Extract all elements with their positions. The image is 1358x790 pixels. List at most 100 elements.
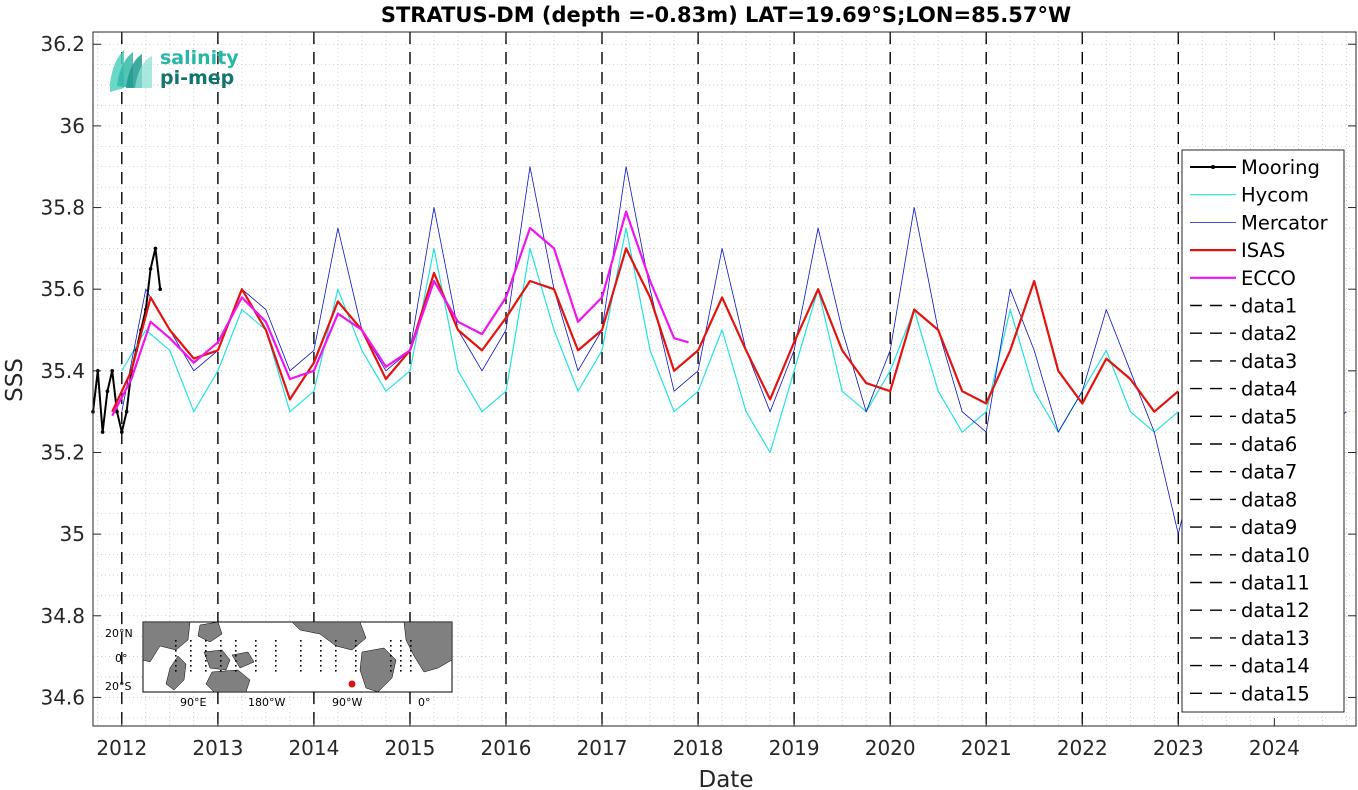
- inset-mooring-dot: [335, 665, 337, 667]
- inset-mooring-dot: [235, 640, 237, 642]
- inset-mooring-dot: [205, 670, 207, 672]
- inset-mooring-dot: [410, 655, 412, 657]
- inset-mooring-dot: [320, 645, 322, 647]
- x-tick-label: 2012: [96, 736, 147, 760]
- series-line-mercator: [121, 166, 1347, 535]
- legend-label: data6: [1241, 433, 1297, 456]
- x-tick-label: 2022: [1057, 736, 1108, 760]
- x-tick-label: 2017: [577, 736, 628, 760]
- inset-mooring-dot: [320, 650, 322, 652]
- inset-mooring-dot: [335, 650, 337, 652]
- x-tick-label: 2016: [481, 736, 532, 760]
- legend-label: data4: [1241, 378, 1297, 401]
- legend-label: data1: [1241, 295, 1297, 318]
- x-tick-label: 2023: [1153, 736, 1204, 760]
- inset-mooring-dot: [220, 640, 222, 642]
- legend-label: data14: [1241, 655, 1310, 678]
- inset-mooring-dot: [355, 660, 357, 662]
- series-layer: [91, 166, 1347, 535]
- inset-mooring-dot: [220, 670, 222, 672]
- inset-mooring-dot: [205, 640, 207, 642]
- series-point-mooring: [105, 389, 110, 394]
- inset-mooring-dot: [275, 650, 277, 652]
- inset-mooring-dot: [255, 660, 257, 662]
- inset-mooring-dot: [320, 665, 322, 667]
- y-tick-label: 35: [60, 522, 85, 546]
- inset-mooring-dot: [390, 670, 392, 672]
- inset-mooring-dot: [190, 660, 192, 662]
- inset-lat-label-20s: 20°S: [105, 680, 131, 693]
- inset-mooring-dot: [205, 645, 207, 647]
- inset-mooring-dot: [255, 645, 257, 647]
- inset-mooring-dot: [175, 650, 177, 652]
- series-point-mooring: [153, 246, 158, 251]
- series-point-mooring: [115, 409, 119, 414]
- inset-mooring-dot: [235, 660, 237, 662]
- x-tick-label: 2014: [288, 736, 339, 760]
- inset-mooring-dot: [400, 650, 402, 652]
- logo-line1: salinity: [160, 47, 239, 69]
- inset-mooring-dot: [355, 645, 357, 647]
- legend: Mooring Hycom Mercator ISAS ECCO data1 data2 da…: [1181, 149, 1345, 713]
- inset-mooring-dot: [410, 660, 412, 662]
- inset-mooring-dot: [255, 655, 257, 657]
- inset-mooring-dot: [220, 660, 222, 662]
- inset-mooring-dot: [220, 650, 222, 652]
- inset-lon-label-180w: 180°W: [248, 696, 285, 709]
- legend-label: Mercator: [1241, 211, 1329, 234]
- series-point-mooring: [124, 409, 129, 414]
- legend-label: Mooring: [1241, 156, 1320, 179]
- x-tick-label: 2020: [865, 736, 916, 760]
- y-axis-ticks: 34.6 34.8 35 35.2 35.4 35.6 35.8 36 36.2: [40, 32, 1356, 709]
- inset-mooring-dot: [190, 670, 192, 672]
- inset-mooring-dot: [390, 660, 392, 662]
- inset-mooring-array-dots: [175, 640, 412, 672]
- inset-mooring-dot: [400, 660, 402, 662]
- inset-mooring-dot: [175, 670, 177, 672]
- inset-mooring-dot: [235, 670, 237, 672]
- inset-mooring-dot: [410, 670, 412, 672]
- inset-mooring-dot: [220, 645, 222, 647]
- inset-mooring-dot: [410, 650, 412, 652]
- inset-mooring-dot: [275, 665, 277, 667]
- legend-marker: [1211, 165, 1215, 169]
- inset-mooring-dot: [320, 670, 322, 672]
- series-point-mooring: [148, 267, 153, 271]
- y-tick-label: 35.2: [40, 440, 85, 464]
- inset-ocean: [142, 621, 453, 693]
- x-tick-label: 2013: [192, 736, 243, 760]
- inset-mooring-dot: [275, 660, 277, 662]
- legend-label: data3: [1241, 350, 1297, 373]
- legend-label: data9: [1241, 516, 1297, 539]
- legend-label: data13: [1241, 627, 1310, 650]
- legend-label: Hycom: [1241, 184, 1309, 207]
- x-tick-label: 2021: [961, 736, 1012, 760]
- inset-mooring-dot: [235, 655, 237, 657]
- inset-mooring-dot: [235, 645, 237, 647]
- inset-mooring-dot: [175, 660, 177, 662]
- inset-mooring-dot: [190, 655, 192, 657]
- inset-mooring-dot: [300, 655, 302, 657]
- inset-mooring-dot: [390, 645, 392, 647]
- inset-mooring-dot: [400, 670, 402, 672]
- x-tick-label: 2018: [673, 736, 724, 760]
- inset-mooring-dot: [355, 640, 357, 642]
- inset-mooring-dot: [275, 640, 277, 642]
- inset-mooring-dot: [175, 655, 177, 657]
- legend-label: data15: [1241, 682, 1310, 705]
- inset-mooring-dot: [300, 660, 302, 662]
- inset-land: [142, 621, 453, 693]
- inset-mooring-dot: [410, 640, 412, 642]
- inset-mooring-dot: [410, 665, 412, 667]
- inset-mooring-dot: [275, 645, 277, 647]
- inset-mooring-dot: [400, 655, 402, 657]
- y-tick-label: 36: [60, 114, 85, 138]
- inset-mooring-dot: [205, 655, 207, 657]
- inset-mooring-dot: [390, 655, 392, 657]
- inset-mooring-dot: [190, 665, 192, 667]
- inset-mooring-dot: [320, 640, 322, 642]
- inset-mooring-dot: [275, 655, 277, 657]
- salinity-pimep-logo: salinity pi-mep: [110, 47, 239, 92]
- inset-mooring-dot: [255, 650, 257, 652]
- logo-wave-icon: [110, 50, 152, 92]
